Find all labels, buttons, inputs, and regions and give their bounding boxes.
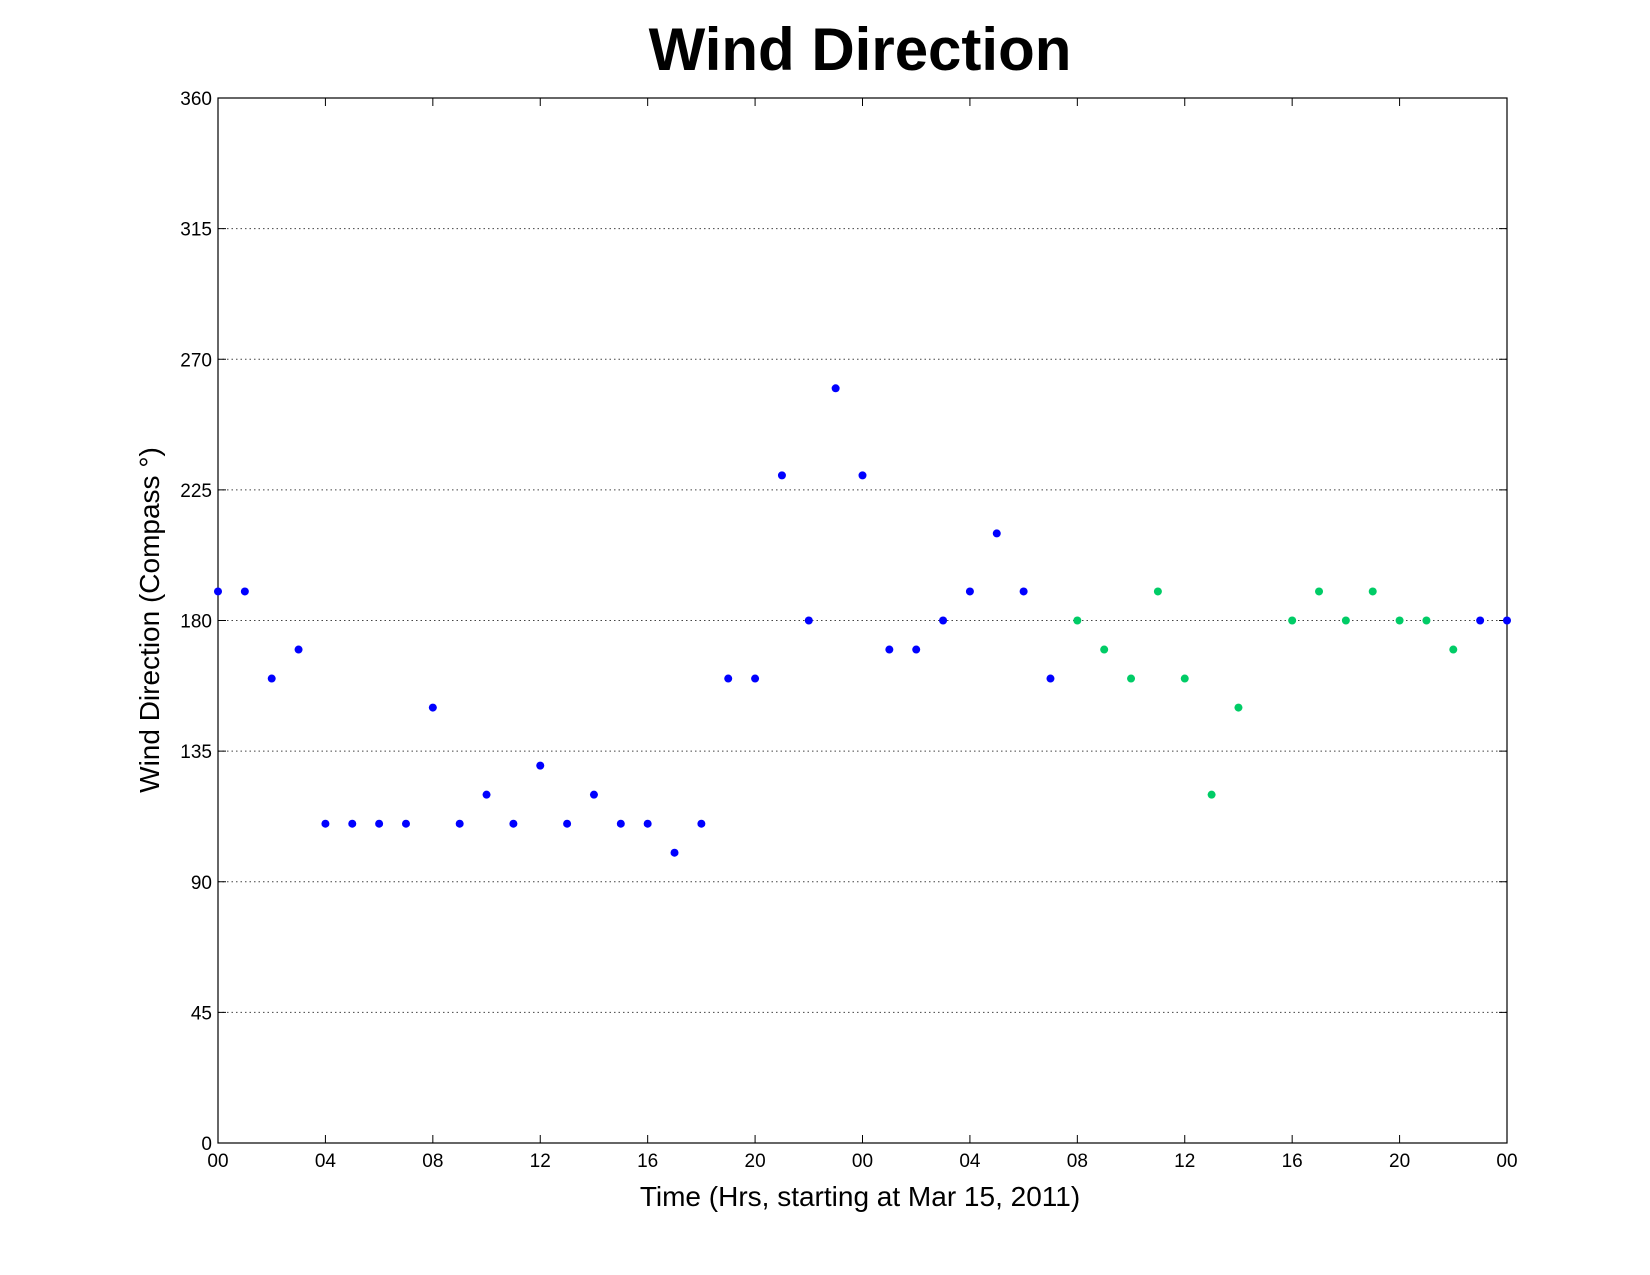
x-tick-label: 12 (530, 1151, 551, 1172)
data-point-blue (777, 471, 786, 480)
x-tick-label: 16 (1282, 1151, 1303, 1172)
x-tick-label: 00 (1496, 1151, 1517, 1172)
data-point-blue (965, 587, 974, 596)
data-point-blue (616, 819, 625, 828)
data-point-blue (428, 703, 437, 712)
x-tick-label: 08 (1067, 1151, 1088, 1172)
x-tick-label: 20 (745, 1151, 766, 1172)
x-tick-label: 08 (422, 1151, 443, 1172)
x-tick-label: 20 (1389, 1151, 1410, 1172)
data-point-blue (939, 616, 948, 625)
data-point-blue (214, 587, 222, 596)
data-point-blue (1019, 587, 1028, 596)
data-point-blue (697, 819, 706, 828)
data-point-blue (321, 819, 330, 828)
data-point-blue (831, 384, 840, 393)
data-point-blue (804, 616, 813, 625)
data-point-blue (751, 674, 760, 683)
x-axis-label: Time (Hrs, starting at Mar 15, 2011) (640, 1181, 1080, 1212)
data-point-blue (1476, 616, 1485, 625)
data-point-blue (267, 674, 276, 683)
data-point-blue (375, 819, 384, 828)
data-point-green (1073, 616, 1082, 625)
x-tick-label: 04 (959, 1151, 981, 1172)
x-tick-label: 12 (1174, 1151, 1195, 1172)
y-tick-label: 315 (180, 220, 212, 241)
data-point-green (1180, 674, 1189, 683)
data-point-blue (724, 674, 733, 683)
data-point-blue (240, 587, 249, 596)
data-point-green (1449, 645, 1458, 654)
x-tick-label: 00 (852, 1151, 873, 1172)
axis-ticks: 0 45 90 135 180 225 270 315 360 00 04 08 12 16 20 00 04 0… (180, 89, 1517, 1172)
data-point-blue (858, 471, 867, 480)
y-tick-label: 225 (180, 481, 212, 502)
data-point-green (1100, 645, 1109, 654)
data-point-blue (885, 645, 894, 654)
y-tick-label: 90 (191, 873, 212, 894)
data-point-blue (912, 645, 921, 654)
data-point-green (1234, 703, 1243, 712)
data-point-blue (455, 819, 464, 828)
y-tick-label: 180 (180, 612, 212, 633)
data-point-blue (482, 790, 491, 799)
y-tick-label: 45 (191, 1003, 212, 1024)
data-point-blue (992, 529, 1001, 538)
y-tick-label: 0 (201, 1134, 212, 1155)
grid-lines (218, 228, 1507, 1013)
data-point-green (1395, 616, 1404, 625)
x-tick-label: 16 (637, 1151, 658, 1172)
data-point-green (1422, 616, 1431, 625)
y-tick-label: 360 (180, 89, 212, 110)
data-point-blue (348, 819, 357, 828)
data-point-blue (294, 645, 303, 654)
data-point-green (1288, 616, 1297, 625)
data-point-blue (563, 819, 572, 828)
x-tick-label: 04 (315, 1151, 337, 1172)
x-tick-label: 00 (207, 1151, 228, 1172)
data-point-green (1127, 674, 1136, 683)
y-axis-label: Wind Direction (Compass °) (134, 447, 165, 793)
y-tick-label: 270 (180, 350, 212, 371)
data-point-green (1341, 616, 1350, 625)
chart-title: Wind Direction (649, 16, 1072, 83)
data-point-blue (509, 819, 518, 828)
data-point-blue (1503, 616, 1511, 625)
y-tick-label: 135 (180, 742, 212, 763)
data-point-green (1368, 587, 1377, 596)
data-point-blue (670, 848, 679, 857)
data-point-blue (589, 790, 598, 799)
data-point-blue (1046, 674, 1055, 683)
data-point-green (1207, 790, 1216, 799)
data-points (214, 384, 1511, 857)
data-point-blue (536, 761, 545, 770)
data-point-green (1315, 587, 1324, 596)
data-point-green (1153, 587, 1162, 596)
data-point-blue (643, 819, 652, 828)
data-point-blue (401, 819, 410, 828)
